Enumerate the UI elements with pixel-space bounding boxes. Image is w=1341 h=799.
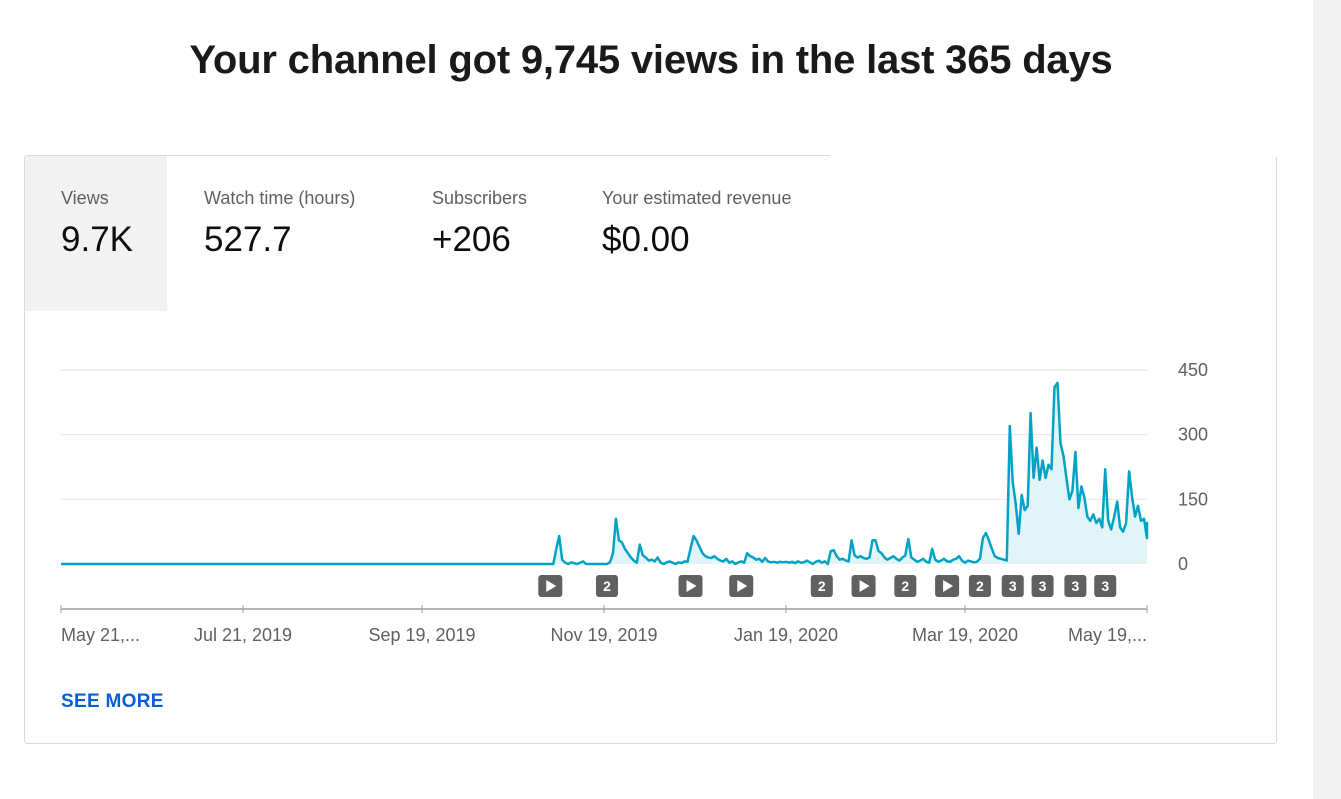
videos-count-marker[interactable]: 3 xyxy=(1094,575,1116,597)
marker-count-label: 3 xyxy=(1071,578,1079,594)
page-scrollbar-track xyxy=(1313,0,1341,799)
marker-count-label: 2 xyxy=(818,578,826,594)
marker-count-label: 2 xyxy=(603,578,611,594)
metric-tab-subscribers[interactable]: Subscribers +206 xyxy=(393,156,563,311)
video-published-marker[interactable] xyxy=(852,575,876,597)
videos-count-marker[interactable]: 2 xyxy=(894,575,916,597)
marker-count-label: 3 xyxy=(1101,578,1109,594)
see-more-link[interactable]: SEE MORE xyxy=(61,691,164,713)
y-tick-label: 450 xyxy=(1178,360,1208,380)
metric-tab-watch-time[interactable]: Watch time (hours) 527.7 xyxy=(167,156,393,311)
x-tick-label: Mar 19, 2020 xyxy=(912,625,1018,645)
videos-count-marker[interactable]: 3 xyxy=(1002,575,1024,597)
metric-label-views: Views xyxy=(61,188,109,209)
metric-tab-views[interactable]: Views 9.7K xyxy=(25,156,167,311)
video-published-marker[interactable] xyxy=(729,575,753,597)
x-tick-label: Nov 19, 2019 xyxy=(550,625,657,645)
metric-value-subscribers: +206 xyxy=(432,220,511,260)
y-tick-label: 300 xyxy=(1178,425,1208,445)
videos-count-marker[interactable]: 2 xyxy=(596,575,618,597)
marker-count-label: 3 xyxy=(1039,578,1047,594)
marker-count-label: 3 xyxy=(1009,578,1017,594)
views-chart: 0 150 300 450 May 21,... Jul 21, 2019 Sep 19,… xyxy=(0,340,1300,660)
x-tick-label: May 21,... xyxy=(61,625,140,645)
x-tick-label: Sep 19, 2019 xyxy=(368,625,475,645)
video-published-marker[interactable] xyxy=(538,575,562,597)
card-top-edge-gap xyxy=(830,155,1278,157)
y-tick-label: 0 xyxy=(1178,554,1188,574)
marker-count-label: 2 xyxy=(901,578,909,594)
page-title: Your channel got 9,745 views in the last… xyxy=(0,38,1302,83)
metric-value-views: 9.7K xyxy=(61,220,133,260)
marker-count-label: 2 xyxy=(976,578,984,594)
views-series-line xyxy=(61,383,1147,564)
metric-label-subscribers: Subscribers xyxy=(432,188,527,209)
video-published-marker[interactable] xyxy=(679,575,703,597)
metric-label-watch-time: Watch time (hours) xyxy=(204,188,355,209)
x-tick-label: Jan 19, 2020 xyxy=(734,625,838,645)
metric-tab-revenue[interactable]: Your estimated revenue $0.00 xyxy=(563,156,833,311)
metric-label-revenue: Your estimated revenue xyxy=(602,188,791,209)
metric-value-revenue: $0.00 xyxy=(602,220,690,260)
video-published-marker[interactable] xyxy=(935,575,959,597)
videos-count-marker[interactable]: 3 xyxy=(1064,575,1086,597)
metric-value-watch-time: 527.7 xyxy=(204,220,292,260)
x-tick-label: Jul 21, 2019 xyxy=(194,625,292,645)
videos-count-marker[interactable]: 2 xyxy=(811,575,833,597)
y-tick-label: 150 xyxy=(1178,489,1208,509)
videos-count-marker[interactable]: 3 xyxy=(1032,575,1054,597)
x-tick-label: May 19,... xyxy=(1068,625,1147,645)
videos-count-marker[interactable]: 2 xyxy=(969,575,991,597)
